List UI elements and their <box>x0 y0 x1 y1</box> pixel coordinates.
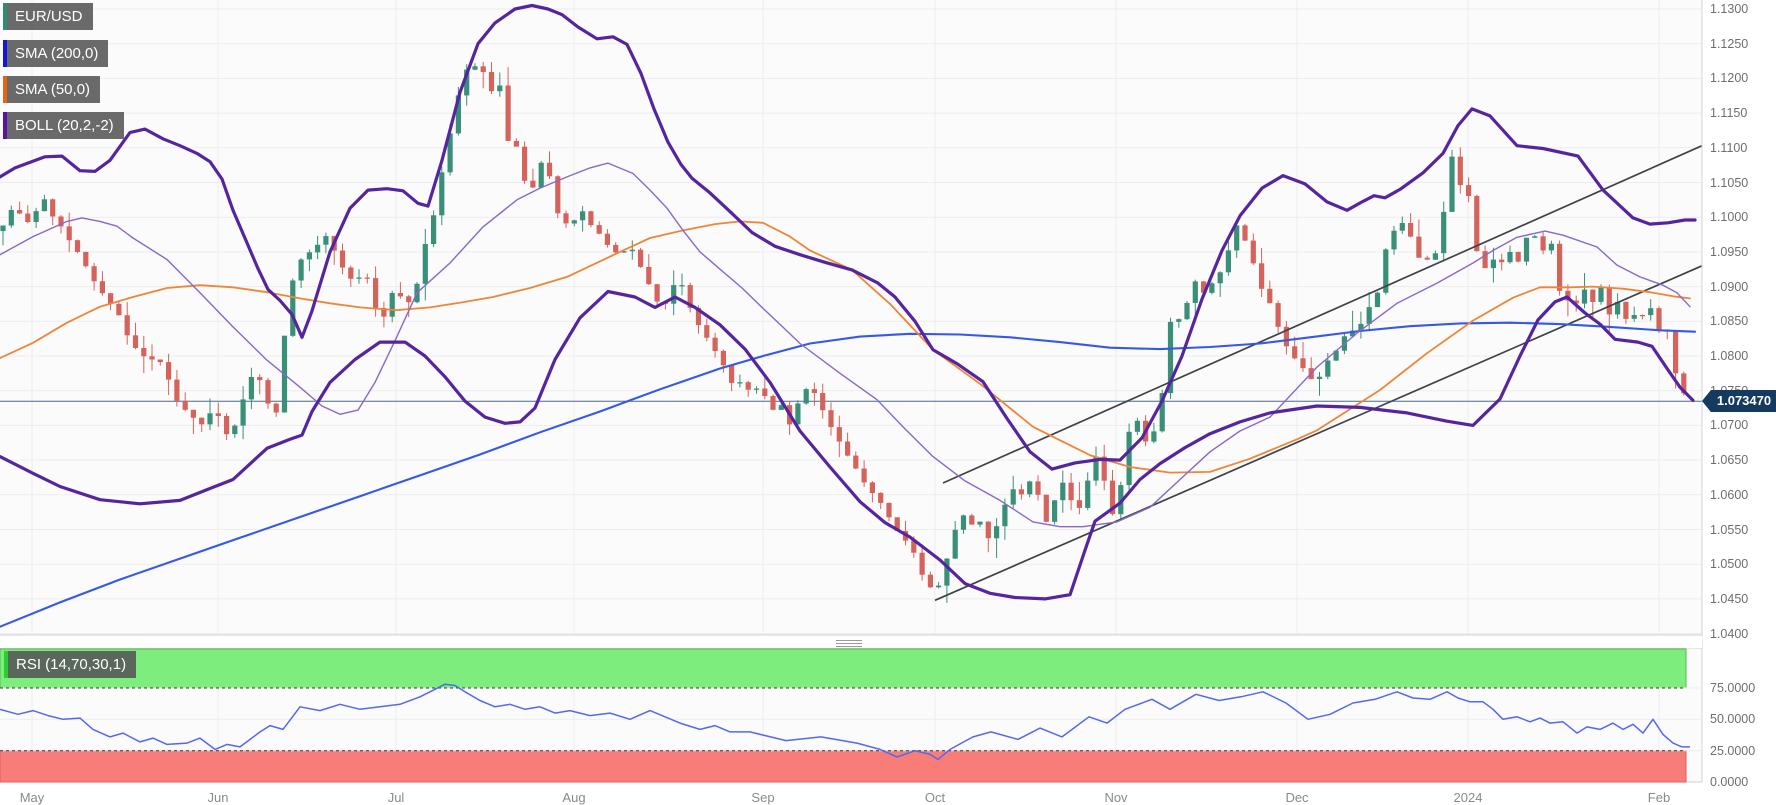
time-axis-tick: Dec <box>1285 790 1309 805</box>
time-axis-tick: Feb <box>1647 790 1671 805</box>
price-axis-tick: 1.1100 <box>1710 140 1748 155</box>
rsi-axis-tick: 50.0000 <box>1710 712 1756 727</box>
current-price-badge: 1.073470 <box>1702 390 1776 412</box>
time-axis-tick: Aug <box>562 790 586 805</box>
legend-symbol[interactable]: EUR/USD <box>3 3 93 30</box>
time-axis-tick: Nov <box>1104 790 1128 805</box>
pane-resize-handle[interactable] <box>836 638 862 647</box>
time-axis-tick: Jul <box>387 790 405 805</box>
rsi-axis-tick: 75.0000 <box>1710 681 1756 695</box>
rsi-axis-tick: 0.0000 <box>1710 775 1749 789</box>
price-axis-tick: 1.1000 <box>1710 210 1749 225</box>
price-axis-tick: 1.1200 <box>1710 71 1749 86</box>
price-axis-tick: 1.0600 <box>1710 487 1749 502</box>
time-axis-tick: Oct <box>924 790 946 805</box>
price-axis-tick: 1.1150 <box>1710 106 1748 121</box>
time-axis-tick: May <box>19 790 45 805</box>
time-axis-tick: Jun <box>207 790 229 805</box>
price-axis-tick: 1.0550 <box>1710 522 1749 537</box>
rsi-axis-tick: 25.0000 <box>1710 743 1756 758</box>
price-axis-tick: 1.1250 <box>1710 36 1749 51</box>
price-axis-tick: 1.0500 <box>1710 557 1749 572</box>
price-axis-tick: 1.0650 <box>1710 453 1749 468</box>
time-axis-tick: 2024 <box>1453 790 1483 805</box>
price-axis-tick: 1.0800 <box>1710 349 1749 363</box>
legend-rsi[interactable]: RSI (14,70,30,1) <box>4 651 137 678</box>
pane-divider <box>0 636 1702 648</box>
price-axis-tick: 1.0850 <box>1710 314 1749 329</box>
time-axis-tick: Sep <box>751 790 775 805</box>
price-axis-tick: 1.0950 <box>1710 244 1749 259</box>
legend-sma50[interactable]: SMA (50,0) <box>3 76 101 103</box>
price-axis-tick: 1.0450 <box>1710 591 1749 606</box>
legend-boll[interactable]: BOLL (20,2,-2) <box>3 112 124 139</box>
price-axis-tick: 1.1300 <box>1710 2 1749 16</box>
price-axis-tick: 1.0900 <box>1710 279 1749 294</box>
price-badge-arrow-icon <box>1702 390 1776 412</box>
price-axis-tick: 1.0700 <box>1710 418 1749 433</box>
current-price-value: 1.073470 <box>1716 393 1772 408</box>
price-axis-tick: 1.0400 <box>1710 626 1749 641</box>
legend-sma200[interactable]: SMA (200,0) <box>3 40 109 67</box>
price-axis-tick: 1.1050 <box>1710 175 1749 190</box>
